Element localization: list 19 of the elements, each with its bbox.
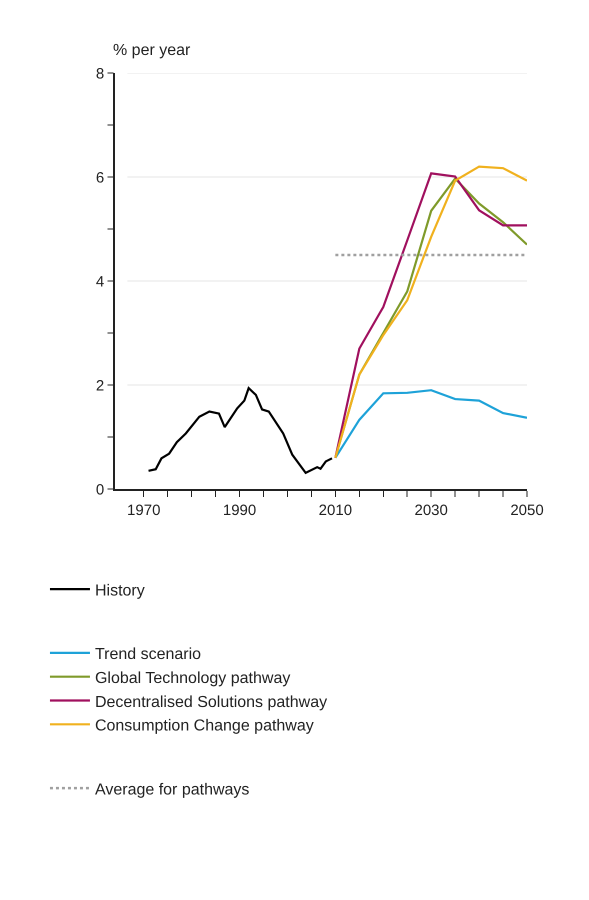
y-tick-label: 8 (96, 65, 104, 82)
x-tick-label: 2010 (318, 502, 352, 519)
y-tick-label: 4 (96, 273, 104, 290)
legend-label: Average for pathways (94, 781, 250, 798)
x-tick-label: 2050 (510, 502, 544, 519)
legend-label: Trend scenario (94, 646, 202, 664)
x-tick-label: 1990 (222, 502, 256, 519)
legend-label: Global Technology pathway (94, 670, 290, 687)
legend-label: History (94, 582, 145, 600)
y-tick-label: 0 (96, 481, 104, 498)
y-tick-label: 2 (96, 377, 104, 394)
x-tick-label: 1970 (127, 502, 160, 519)
line-series (334, 389, 527, 459)
y-tick-label: 6 (96, 169, 104, 186)
line-series (147, 387, 334, 474)
legend-label: Decentralised Solutions pathway (94, 694, 328, 711)
y-axis-title: % per year (113, 42, 192, 59)
x-tick-label: 2030 (414, 502, 448, 519)
legend-label: Consumption Change pathway (94, 718, 314, 735)
